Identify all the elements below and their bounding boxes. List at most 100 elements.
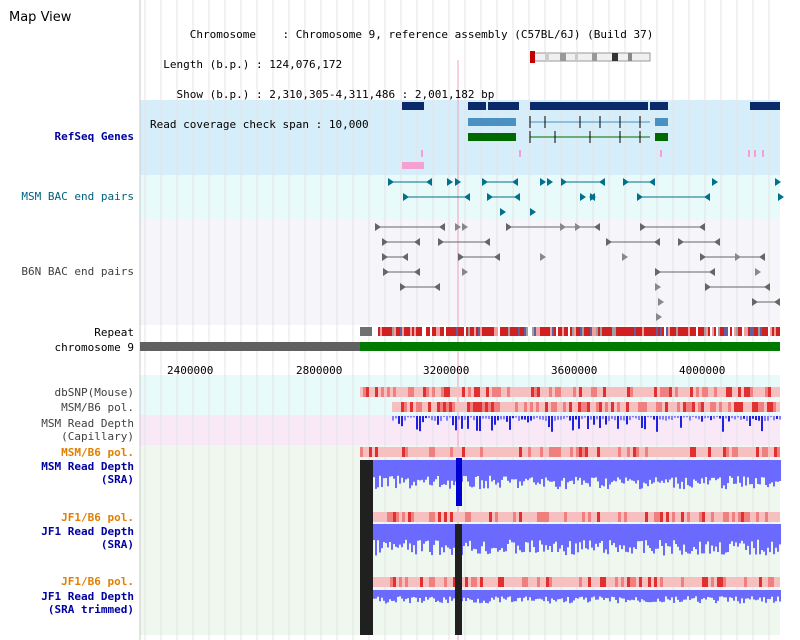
- depth-bar: [566, 416, 568, 418]
- depth-bar: [423, 460, 425, 483]
- depth-bar: [403, 460, 405, 483]
- depth-bar: [537, 524, 539, 552]
- polymorphism-mark: [713, 402, 716, 412]
- polymorphism-mark: [390, 577, 393, 587]
- depth-bar: [771, 460, 773, 483]
- bac-end: [640, 223, 646, 231]
- depth-bar: [555, 590, 557, 602]
- depth-bar: [421, 460, 423, 480]
- depth-bar: [557, 524, 559, 552]
- polymorphism-row: [360, 512, 780, 522]
- depth-bar: [617, 416, 619, 429]
- repeat-block: [582, 327, 584, 336]
- ideogram-band: [560, 53, 566, 61]
- depth-bar: [425, 460, 427, 480]
- depth-bar: [519, 590, 521, 598]
- track-label-b6n-bac[interactable]: B6N BAC end pairs: [21, 265, 134, 278]
- repeat-block: [678, 327, 680, 336]
- depth-bar: [649, 460, 651, 480]
- chromosome-bar: [360, 342, 780, 351]
- depth-bar: [375, 460, 377, 489]
- depth-bar: [385, 460, 387, 479]
- depth-bar: [643, 460, 645, 483]
- repeat-block: [494, 327, 496, 336]
- depth-bar: [401, 590, 403, 599]
- depth-bar: [379, 460, 381, 476]
- repeat-block: [614, 327, 616, 336]
- depth-bar: [731, 460, 733, 478]
- depth-bar: [591, 524, 593, 548]
- bac-end: [655, 268, 661, 276]
- depth-bar: [620, 416, 622, 421]
- repeat-block: [522, 327, 524, 336]
- polymorphism-mark: [531, 387, 534, 397]
- track-label-refseq[interactable]: RefSeq Genes: [54, 130, 134, 143]
- depth-bar: [489, 590, 491, 602]
- depth-bar: [435, 524, 437, 541]
- depth-bar: [521, 590, 523, 602]
- chromosome-label: Chromosome: [189, 28, 256, 41]
- bac-end: [438, 238, 444, 246]
- depth-bar: [671, 524, 673, 554]
- polymorphism-mark: [630, 387, 633, 397]
- repeat-block: [688, 327, 690, 336]
- depth-bar: [699, 460, 701, 484]
- repeat-block: [392, 327, 394, 336]
- repeat-block: [594, 327, 596, 336]
- repeat-block: [380, 327, 382, 336]
- bac-end: [658, 298, 664, 306]
- depth-bar: [679, 460, 681, 489]
- depth-bar: [675, 524, 677, 545]
- polymorphism-mark: [588, 512, 591, 522]
- repeat-block: [716, 327, 718, 336]
- polymorphism-mark: [627, 577, 630, 587]
- polymorphism-mark: [720, 577, 723, 587]
- polymorphism-mark: [689, 402, 692, 412]
- depth-bar: [488, 416, 490, 420]
- polymorphism-mark: [393, 387, 396, 397]
- depth-bar: [731, 590, 733, 598]
- polymorphism-mark: [363, 387, 366, 397]
- depth-bar: [487, 524, 489, 555]
- depth-bar: [437, 524, 439, 541]
- depth-bar: [761, 590, 763, 602]
- repeat-block: [746, 327, 748, 336]
- depth-bar: [548, 416, 550, 428]
- depth-bar: [715, 590, 717, 604]
- polymorphism-mark: [468, 387, 471, 397]
- depth-bar: [647, 524, 649, 546]
- polymorphism-mark: [641, 402, 644, 412]
- polymorphism-mark: [573, 387, 576, 397]
- polymorphism-mark: [594, 387, 597, 397]
- bac-end: [561, 178, 567, 186]
- ideogram-band: [545, 53, 549, 61]
- depth-bar: [567, 460, 569, 483]
- depth-bar: [397, 590, 399, 597]
- depth-bar: [395, 416, 397, 419]
- repeat-block: [386, 327, 388, 336]
- depth-bar: [473, 590, 475, 603]
- repeat-block: [554, 327, 556, 336]
- repeat-block: [572, 327, 574, 336]
- depth-bar: [745, 524, 747, 551]
- depth-bar: [607, 590, 609, 599]
- polymorphism-mark: [381, 387, 384, 397]
- repeat-block: [516, 327, 518, 336]
- depth-bar: [613, 590, 615, 598]
- depth-bar: [665, 416, 667, 421]
- depth-bar: [513, 590, 515, 602]
- depth-bar: [662, 416, 664, 420]
- repeat-block: [460, 327, 462, 336]
- polymorphism-mark: [675, 387, 678, 397]
- depth-bar: [563, 590, 565, 603]
- bac-end: [637, 193, 643, 201]
- repeat-block: [442, 327, 444, 336]
- polymorphism-mark: [450, 447, 453, 457]
- depth-bar: [377, 590, 379, 597]
- track-label-msm-bac[interactable]: MSM BAC end pairs: [21, 190, 134, 203]
- repeat-block: [496, 327, 498, 336]
- depth-bar: [657, 524, 659, 549]
- depth-bar: [571, 590, 573, 603]
- depth-bar: [740, 416, 742, 420]
